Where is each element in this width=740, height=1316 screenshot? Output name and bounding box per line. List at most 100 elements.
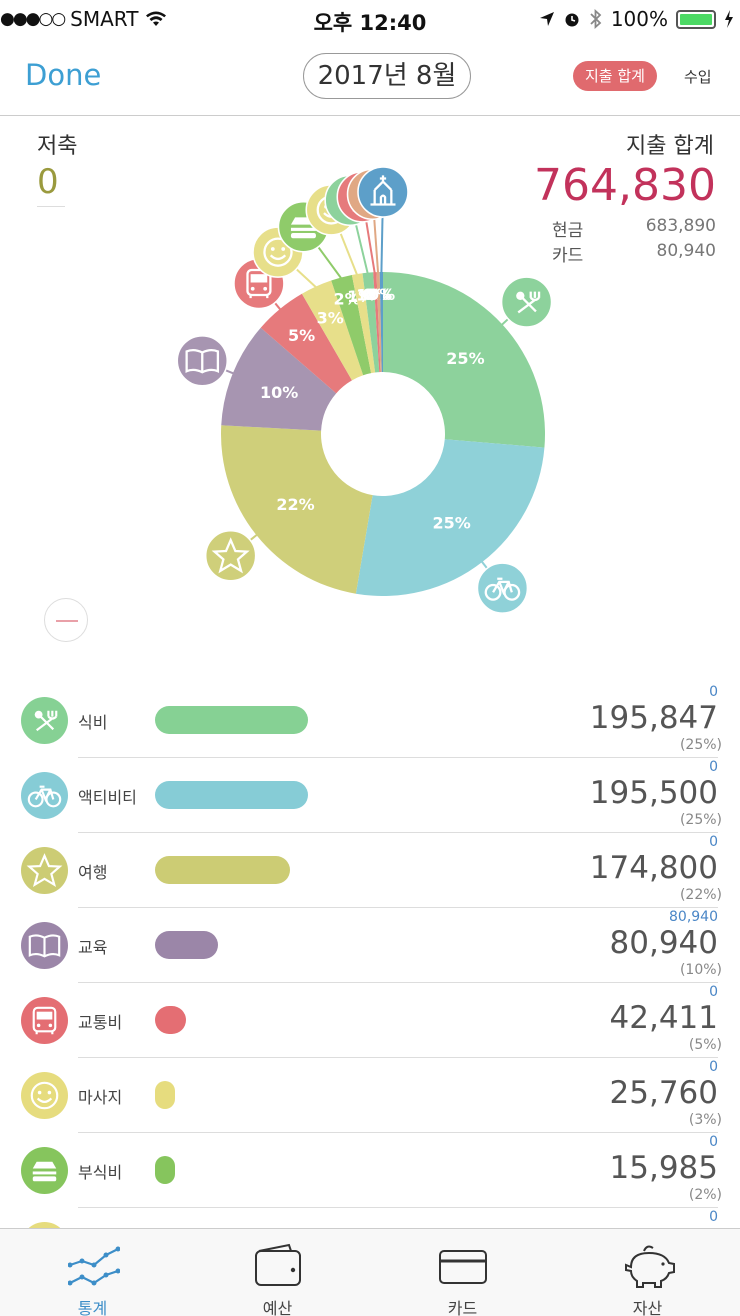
- category-amount: 174,800: [589, 850, 718, 886]
- donut-slice[interactable]: [362, 272, 380, 373]
- category-amount: 195,500: [589, 775, 718, 811]
- bicycle-icon[interactable]: [476, 562, 529, 614]
- total-expense-label: 지출 합계: [626, 134, 714, 159]
- donut-slice[interactable]: [221, 425, 373, 594]
- star-icon: [21, 847, 68, 894]
- category-bar: [155, 1156, 175, 1184]
- slice-percent-label: 0%: [368, 285, 395, 304]
- card-amount: 80,940: [669, 909, 718, 925]
- donut-slice[interactable]: [331, 275, 372, 376]
- slice-percent-label: 5%: [288, 326, 315, 345]
- category-bar: [155, 931, 218, 959]
- book-icon[interactable]: [176, 335, 229, 387]
- donut-slice[interactable]: [301, 280, 364, 381]
- savings-label: 저축: [37, 134, 78, 159]
- category-percent: (25%): [679, 812, 722, 828]
- category-percent: (5%): [688, 1037, 722, 1053]
- done-button[interactable]: Done: [25, 58, 102, 92]
- category-row[interactable]: 교육 80,940 80,940 (10%): [0, 908, 740, 983]
- category-bar: [155, 1081, 175, 1109]
- bus-icon: [21, 997, 68, 1044]
- row-divider: [78, 907, 718, 908]
- donut-slice[interactable]: [376, 272, 382, 373]
- collapse-button[interactable]: [44, 598, 88, 642]
- nav-bar: Done 2017년 8월 지출 합계 수입: [0, 38, 740, 116]
- alarm-icon: [565, 13, 579, 27]
- slice-percent-label: 25%: [446, 349, 484, 368]
- tab-stats[interactable]: 통계: [0, 1229, 185, 1316]
- total-expense-value: 764,830: [534, 160, 716, 211]
- sandwich-icon: [21, 1147, 68, 1194]
- church-icon[interactable]: [357, 166, 409, 218]
- category-row[interactable]: 여행 0 174,800 (22%): [0, 833, 740, 908]
- donut-slice[interactable]: [379, 272, 383, 373]
- row-divider: [78, 1132, 718, 1133]
- stats-icon: [68, 1246, 120, 1286]
- category-row[interactable]: 교통비 0 42,411 (5%): [0, 983, 740, 1058]
- tab-assets-label: 자산: [632, 1299, 663, 1316]
- bicycle-icon: [21, 772, 68, 819]
- status-bar: ●●●○○ SMART 오후 12:40 100%: [0, 0, 740, 38]
- slice-percent-label: 10%: [260, 383, 298, 402]
- category-percent: (3%): [688, 1112, 722, 1128]
- card-icon: [439, 1250, 487, 1284]
- tab-budget-label: 예산: [262, 1299, 293, 1316]
- category-row[interactable]: 액티비티 0 195,500 (25%): [0, 758, 740, 833]
- category-percent: (22%): [679, 887, 722, 903]
- tab-bar: 통계 예산 카드 자산: [0, 1228, 740, 1316]
- card-amount: 0: [709, 834, 718, 850]
- donut-slice[interactable]: [351, 273, 376, 374]
- expense-toggle[interactable]: 지출 합계: [573, 61, 657, 91]
- donut-slice[interactable]: [260, 293, 352, 394]
- card-value: 80,940: [656, 241, 716, 261]
- smile-icon: [21, 1072, 68, 1119]
- donut-slice[interactable]: [355, 439, 545, 596]
- donut-slice[interactable]: [221, 327, 337, 431]
- category-row[interactable]: 식비 0 195,847 (25%): [0, 683, 740, 758]
- wallet-icon: [255, 1243, 301, 1286]
- card-amount: 0: [709, 759, 718, 775]
- row-divider: [78, 1207, 718, 1208]
- bluetooth-icon: [590, 9, 602, 29]
- row-divider: [78, 982, 718, 983]
- category-name: 액티비티: [78, 788, 137, 807]
- month-selector[interactable]: 2017년 8월: [303, 53, 471, 99]
- charging-bolt-icon: [725, 10, 733, 28]
- category-amount: 195,847: [589, 700, 718, 736]
- status-time: 오후 12:40: [313, 11, 427, 35]
- category-bar: [155, 856, 290, 884]
- card-label: 카드: [552, 246, 584, 266]
- category-amount: 25,760: [609, 1075, 718, 1111]
- category-name: 여행: [78, 863, 108, 882]
- income-toggle[interactable]: 수입: [684, 68, 712, 86]
- category-bar: [155, 706, 308, 734]
- tab-assets[interactable]: 자산: [555, 1229, 740, 1316]
- tab-card[interactable]: 카드: [370, 1229, 555, 1316]
- category-name: 교육: [78, 938, 108, 957]
- book-icon: [21, 922, 68, 969]
- category-percent: (25%): [679, 737, 722, 753]
- piggy-bank-icon: [625, 1245, 675, 1288]
- category-name: 식비: [78, 713, 108, 732]
- category-row[interactable]: 부식비 0 15,985 (2%): [0, 1133, 740, 1208]
- category-name: 마사지: [78, 1088, 123, 1107]
- slice-percent-label: 3%: [317, 308, 344, 327]
- donut-slice[interactable]: [383, 272, 546, 448]
- slice-percent-label: 25%: [432, 514, 470, 533]
- donut-slice[interactable]: [373, 272, 381, 373]
- cash-label: 현금: [552, 221, 584, 241]
- card-amount: 0: [709, 1134, 718, 1150]
- category-row[interactable]: 마사지 0 25,760 (3%): [0, 1058, 740, 1133]
- card-amount: 0: [709, 984, 718, 1000]
- slice-percent-label: 22%: [276, 495, 314, 514]
- category-name: 교통비: [78, 1013, 123, 1032]
- tab-budget[interactable]: 예산: [185, 1229, 370, 1316]
- category-bar: [155, 781, 308, 809]
- card-amount: 0: [709, 1209, 718, 1225]
- location-arrow-icon: [539, 12, 554, 26]
- row-divider: [78, 832, 718, 833]
- star-icon[interactable]: [204, 529, 257, 582]
- food-icon[interactable]: [500, 276, 553, 328]
- card-amount: 0: [709, 1059, 718, 1075]
- slice-percent-label: 0%: [365, 285, 392, 304]
